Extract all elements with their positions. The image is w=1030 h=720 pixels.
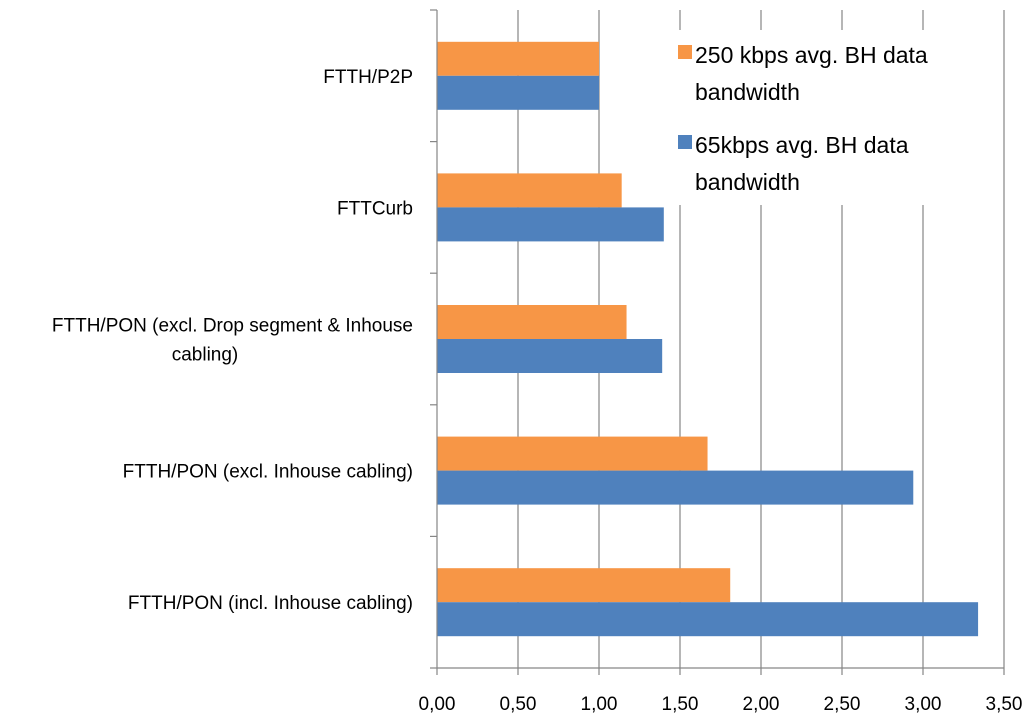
bar-series-65kbps [437,470,914,505]
legend-label: 250 kbps avg. BH data [695,42,928,68]
bar-series-65kbps [437,602,979,637]
x-tick-label: 1,50 [662,694,699,715]
legend-label: bandwidth [695,169,800,195]
bar-series-65kbps [437,339,663,373]
x-tick-label: 0,00 [419,694,456,715]
x-tick-label: 0,50 [500,694,537,715]
bar-series-65kbps [437,207,664,242]
x-tick-label: 2,00 [743,694,780,715]
bar-series-250kbps [437,173,622,208]
bar-series-250kbps [437,436,708,471]
legend-label: bandwidth [695,79,800,105]
legend-swatch [678,135,692,149]
x-tick-label: 3,00 [905,694,942,715]
legend-label: 65kbps avg. BH data [695,132,909,158]
x-tick-label: 3,50 [986,694,1023,715]
category-label: cabling) [172,345,239,366]
x-tick-label: 2,50 [824,694,861,715]
bars [437,41,979,637]
legend: 250 kbps avg. BH data bandwidth 65kbps avg… [660,30,995,205]
bar-series-250kbps [437,568,731,603]
bar-series-65kbps [437,75,599,110]
category-label: FTTH/PON (incl. Inhouse cabling) [128,593,413,614]
axes [430,9,1005,675]
bar-series-250kbps [437,305,627,339]
category-label: FTTH/P2P [323,67,413,88]
x-tick-labels: 0,00 0,50 1,00 1,50 2,00 2,50 3,00 3,50 [419,694,1023,715]
category-label: FTTH/PON (excl. Inhouse cabling) [123,462,413,483]
category-label: FTTCurb [337,198,413,219]
legend-swatch [678,45,692,59]
bar-series-250kbps [437,41,599,76]
x-tick-label: 1,00 [581,694,618,715]
category-label: FTTH/PON (excl. Drop segment & Inhouse [52,316,413,337]
legend-background [660,30,995,205]
category-labels: FTTH/P2P FTTCurb FTTH/PON (excl. Drop segm… [52,67,413,614]
